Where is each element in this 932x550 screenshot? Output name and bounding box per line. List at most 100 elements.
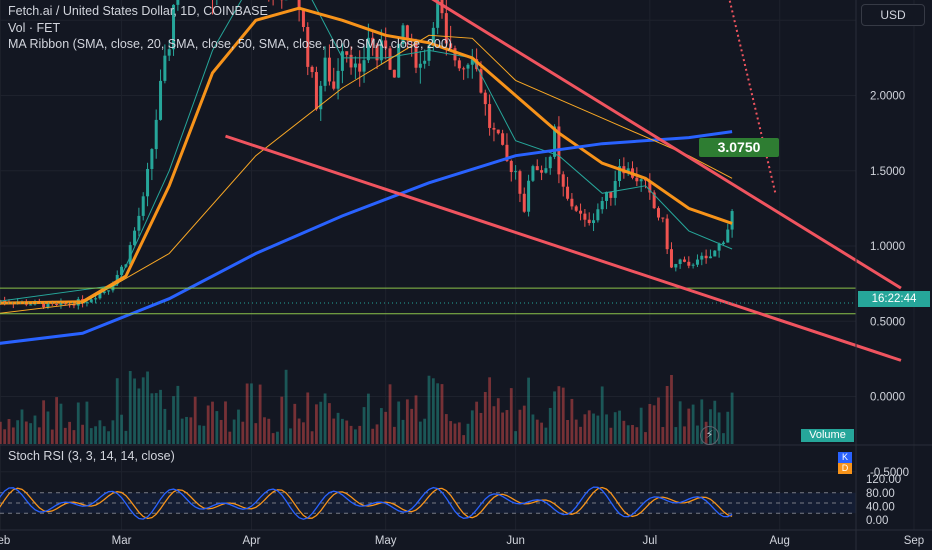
volume-bar — [332, 418, 336, 444]
volume-bar — [475, 401, 479, 444]
candle-body — [475, 59, 479, 70]
volume-bar — [59, 403, 63, 444]
lightning-icon[interactable]: ⚡ — [700, 426, 719, 445]
volume-bar — [449, 421, 453, 444]
stoch-tick: 0.00 — [866, 515, 888, 527]
volume-bar — [284, 369, 288, 444]
volume-bar — [618, 410, 621, 444]
volume-bar — [657, 397, 660, 444]
target-projection[interactable] — [715, 0, 777, 194]
volume-bar — [154, 393, 158, 444]
candle-body — [592, 220, 596, 224]
volume-bar — [414, 395, 418, 444]
volume-bar — [700, 399, 704, 444]
volume-bar — [583, 414, 587, 444]
candle-body — [146, 168, 150, 197]
drawings[interactable] — [0, 0, 902, 362]
price-tick: 2.0000 — [870, 91, 905, 103]
stoch-k-line — [0, 486, 733, 520]
volume-bar — [678, 401, 682, 444]
volume-bar — [133, 378, 136, 444]
target-price-label[interactable]: 3.0750 — [699, 138, 779, 157]
volume-bar — [146, 371, 149, 444]
stoch-d-tag: D — [838, 463, 852, 474]
grid — [0, 0, 915, 530]
trendline[interactable] — [225, 0, 902, 290]
candle-body — [89, 299, 93, 303]
volume-bar — [241, 421, 245, 444]
candle-body — [483, 92, 487, 105]
volume-bar — [219, 419, 223, 444]
price-tick: 0.0000 — [870, 392, 905, 404]
volume-bar — [293, 403, 297, 444]
volume-bar — [401, 419, 405, 444]
volume-bar — [353, 429, 357, 444]
volume-bar — [483, 391, 487, 444]
currency-selector[interactable]: USD — [861, 4, 925, 26]
trendline[interactable] — [225, 134, 902, 362]
candle-body — [713, 250, 717, 257]
volume-bar — [665, 385, 669, 444]
volume-bar — [501, 412, 505, 444]
candle-body — [553, 126, 557, 157]
candle-body — [531, 166, 535, 181]
volume-bar — [102, 426, 106, 444]
volume-bar — [263, 417, 266, 444]
candle-body — [375, 44, 379, 61]
candle-body — [72, 304, 76, 306]
volume-bar — [726, 411, 730, 444]
volume-bar — [163, 408, 167, 444]
candle-body — [332, 81, 336, 89]
candle-body — [600, 200, 604, 210]
candle-body — [514, 171, 518, 173]
candle-body — [479, 69, 483, 93]
candle-body — [384, 40, 388, 49]
volume-bar — [24, 421, 28, 444]
volume-bar — [315, 404, 318, 444]
volume-bar — [167, 429, 171, 444]
candle-body — [566, 186, 570, 199]
volume-bar — [366, 393, 370, 444]
volume-bar — [592, 413, 595, 444]
volume-bar — [362, 407, 366, 444]
volume-bar — [544, 427, 548, 444]
volume-bar — [570, 398, 574, 444]
candle-body — [540, 170, 544, 173]
volume-bar — [185, 416, 188, 444]
volume-bar — [639, 407, 643, 444]
candle-body — [470, 59, 474, 65]
candle-body — [704, 255, 708, 259]
volume-bar — [436, 383, 440, 444]
stoch-rsi-legend: Stoch RSI (3, 3, 14, 14, close) — [8, 449, 175, 463]
candle-body — [55, 303, 59, 305]
volume-bar — [453, 423, 457, 444]
candle-body — [327, 57, 331, 82]
candle-body — [3, 300, 7, 303]
candle-body — [466, 64, 470, 69]
volume-bar — [514, 431, 517, 444]
candle-body — [587, 219, 591, 224]
candle-body — [427, 45, 431, 61]
volume-bar — [557, 386, 561, 444]
candle-body — [423, 60, 427, 64]
volume-bar — [211, 401, 214, 444]
volume-bar — [626, 425, 630, 444]
candle-body — [401, 25, 405, 44]
candle-body — [687, 261, 691, 266]
volume-bar — [371, 428, 375, 444]
volume-bar — [375, 424, 379, 444]
candle-body — [323, 57, 327, 86]
volume-bar — [509, 388, 513, 444]
volume-bar — [16, 420, 20, 444]
volume-bar — [72, 430, 76, 444]
candle-body — [371, 37, 375, 45]
volume-bar — [50, 429, 54, 444]
volume-bar — [297, 418, 301, 444]
candle-body — [669, 249, 673, 268]
volume-bar — [11, 427, 15, 444]
candle-body — [345, 51, 349, 55]
volume-bar — [466, 423, 470, 444]
price-tick: -0.5000 — [870, 467, 909, 479]
volume-bar — [310, 431, 314, 444]
